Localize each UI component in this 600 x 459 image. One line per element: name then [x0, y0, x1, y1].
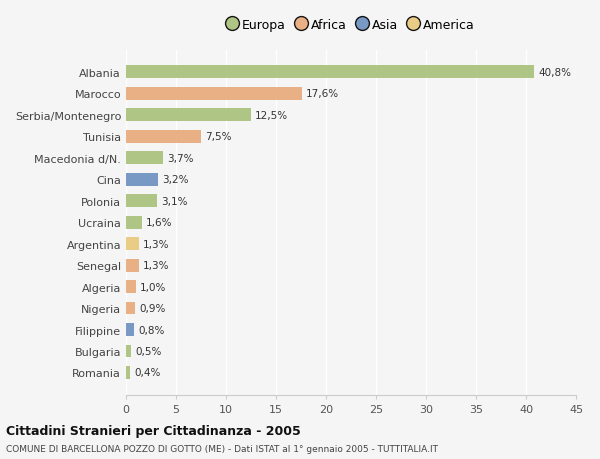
Bar — [126, 302, 135, 315]
Bar — [126, 366, 130, 379]
Bar — [126, 130, 201, 143]
Bar — [126, 216, 142, 229]
Text: 40,8%: 40,8% — [538, 67, 571, 78]
Bar — [126, 323, 134, 336]
Text: 3,1%: 3,1% — [161, 196, 187, 206]
Legend: Europa, Africa, Asia, America: Europa, Africa, Asia, America — [223, 16, 479, 36]
Bar — [126, 195, 157, 207]
Text: 7,5%: 7,5% — [205, 132, 232, 142]
Text: 0,4%: 0,4% — [134, 368, 160, 378]
Text: 0,9%: 0,9% — [139, 303, 166, 313]
Text: 0,5%: 0,5% — [135, 346, 161, 356]
Text: 17,6%: 17,6% — [306, 89, 339, 99]
Text: 1,0%: 1,0% — [140, 282, 166, 292]
Text: 3,2%: 3,2% — [162, 175, 188, 185]
Text: 1,6%: 1,6% — [146, 218, 173, 228]
Bar — [126, 345, 131, 358]
Bar — [126, 152, 163, 165]
Text: 0,8%: 0,8% — [138, 325, 164, 335]
Bar — [126, 66, 534, 79]
Text: 12,5%: 12,5% — [255, 111, 288, 120]
Bar — [126, 109, 251, 122]
Bar — [126, 280, 136, 293]
Text: 1,3%: 1,3% — [143, 261, 170, 270]
Bar — [126, 259, 139, 272]
Text: 1,3%: 1,3% — [143, 239, 170, 249]
Text: 3,7%: 3,7% — [167, 153, 193, 163]
Text: Cittadini Stranieri per Cittadinanza - 2005: Cittadini Stranieri per Cittadinanza - 2… — [6, 424, 301, 437]
Text: COMUNE DI BARCELLONA POZZO DI GOTTO (ME) - Dati ISTAT al 1° gennaio 2005 - TUTTI: COMUNE DI BARCELLONA POZZO DI GOTTO (ME)… — [6, 444, 438, 453]
Bar — [126, 88, 302, 101]
Bar — [126, 174, 158, 186]
Bar — [126, 238, 139, 251]
